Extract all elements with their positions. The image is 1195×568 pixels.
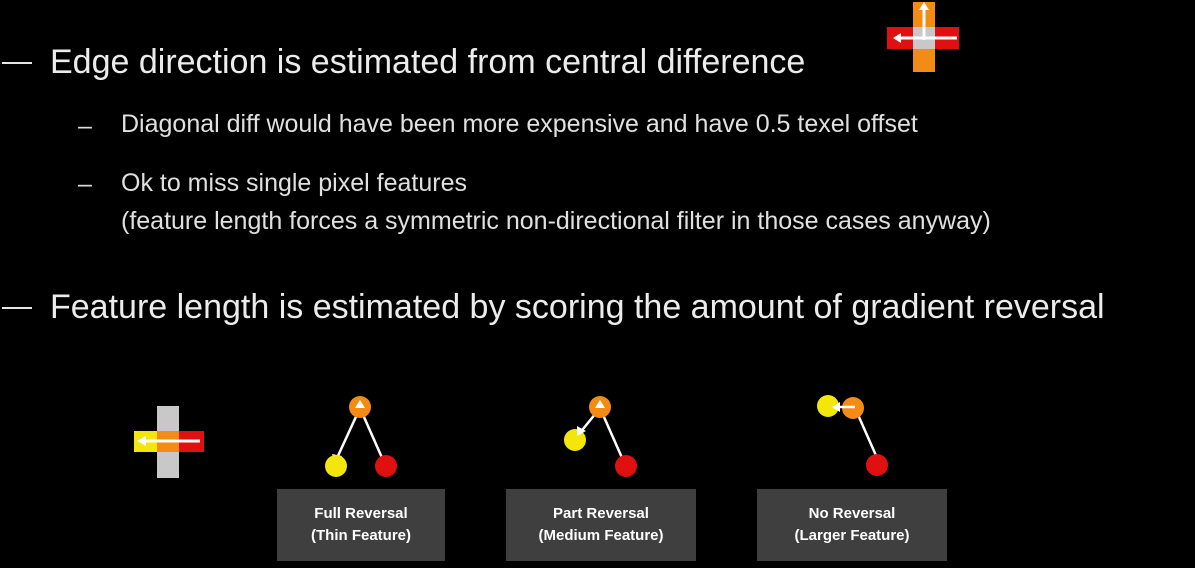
bullet-dash bbox=[2, 307, 32, 309]
no-reversal-diagram bbox=[817, 395, 888, 476]
part-reversal-label: Part Reversal (Medium Feature) bbox=[506, 489, 696, 561]
bullet-dash bbox=[2, 62, 32, 64]
part-reversal-diagram bbox=[564, 396, 637, 477]
sub-bullet-single-pixel-note: (feature length forces a symmetric non-d… bbox=[121, 207, 991, 235]
sub-bullet-single-pixel: Ok to miss single pixel features bbox=[121, 169, 467, 197]
full-reversal-title: Full Reversal bbox=[314, 505, 408, 522]
part-reversal-subtitle: (Medium Feature) bbox=[538, 527, 664, 544]
sub-bullet-marker: – bbox=[78, 112, 92, 140]
part-reversal-title: Part Reversal bbox=[553, 505, 649, 522]
no-reversal-title: No Reversal bbox=[808, 505, 896, 522]
cross-stencil-small-icon bbox=[134, 406, 204, 478]
full-reversal-subtitle: (Thin Feature) bbox=[311, 527, 411, 544]
full-reversal-label: Full Reversal (Thin Feature) bbox=[277, 489, 445, 561]
sub-bullet-diagonal: Diagonal diff would have been more expen… bbox=[121, 110, 918, 138]
no-reversal-subtitle: (Larger Feature) bbox=[794, 527, 910, 544]
full-reversal-diagram bbox=[325, 396, 397, 477]
no-reversal-label: No Reversal (Larger Feature) bbox=[757, 489, 947, 561]
bullet-edge-direction: Edge direction is estimated from central… bbox=[50, 43, 806, 81]
sub-bullet-marker: – bbox=[78, 170, 92, 198]
cross-stencil-icon bbox=[887, 2, 959, 72]
bullet-feature-length: Feature length is estimated by scoring t… bbox=[50, 288, 1105, 326]
